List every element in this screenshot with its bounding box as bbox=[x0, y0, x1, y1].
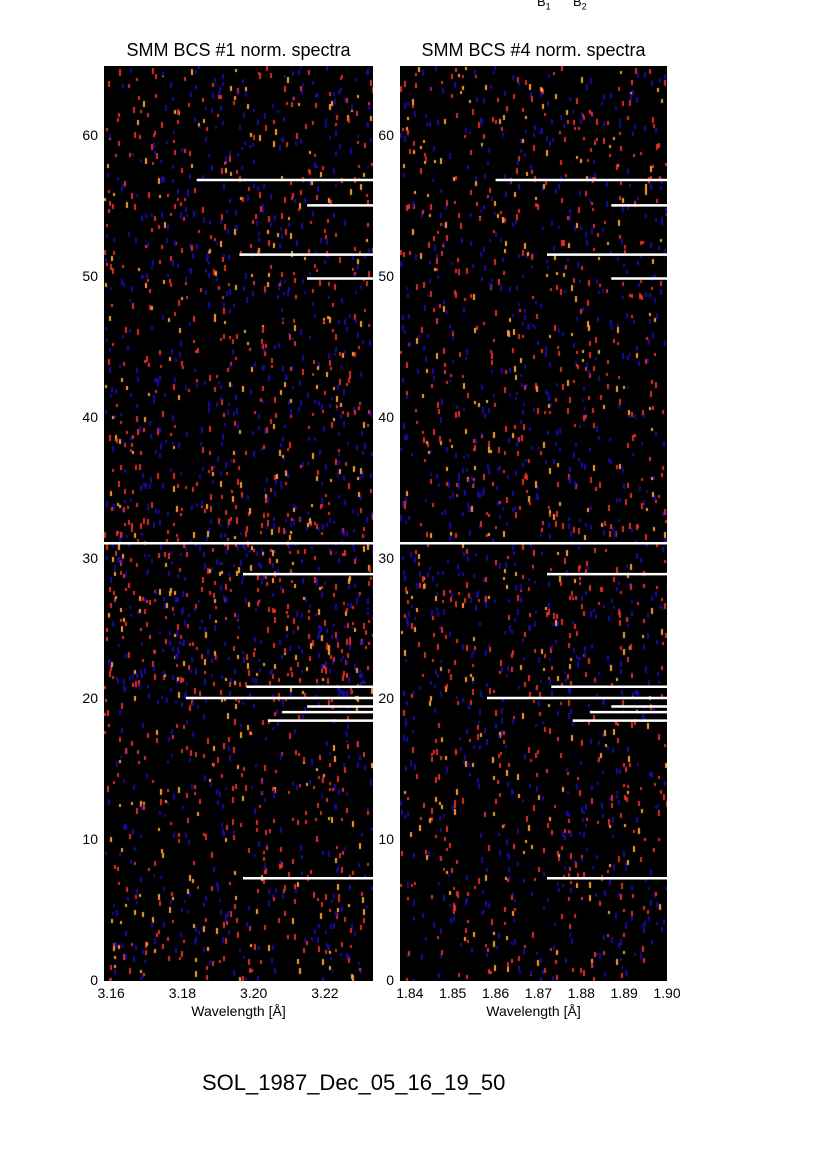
panel-title: SMM BCS #1 norm. spectra bbox=[126, 40, 351, 60]
y-tick-label: 40 bbox=[378, 408, 394, 425]
y-tick-label: 10 bbox=[82, 831, 98, 848]
y-tick-label: 40 bbox=[82, 408, 98, 425]
x-tick-label: 3.22 bbox=[311, 985, 339, 1001]
footer-label: SOL_1987_Dec_05_16_19_50 bbox=[202, 1070, 506, 1095]
x-tick-label: 3.18 bbox=[168, 985, 196, 1001]
x-axis-label: Wavelength [Å] bbox=[191, 1003, 286, 1019]
x-axis-label: Wavelength [Å] bbox=[486, 1003, 581, 1019]
x-tick-label: 1.89 bbox=[610, 985, 638, 1001]
y-tick-label: 0 bbox=[90, 972, 98, 988]
y-tick-label: 20 bbox=[82, 690, 98, 707]
x-tick-label: 1.86 bbox=[481, 985, 510, 1001]
y-tick-label: 50 bbox=[378, 268, 394, 285]
y-tick-label: 0 bbox=[386, 972, 394, 988]
y-tick-label: 10 bbox=[378, 831, 394, 848]
y-tick-label: 30 bbox=[82, 549, 98, 566]
x-tick-label: 3.20 bbox=[240, 985, 268, 1001]
x-tick-label: 3.16 bbox=[97, 985, 125, 1001]
y-tick-label: 60 bbox=[82, 127, 98, 144]
b2-label: B2 bbox=[573, 0, 587, 12]
x-tick-label: 1.84 bbox=[396, 985, 424, 1001]
x-tick-label: 1.90 bbox=[653, 985, 681, 1001]
panel-title: SMM BCS #4 norm. spectra bbox=[421, 40, 646, 60]
y-tick-label: 30 bbox=[378, 549, 394, 566]
x-tick-label: 1.88 bbox=[567, 985, 595, 1001]
x-tick-label: 1.87 bbox=[524, 985, 553, 1001]
x-tick-label: 1.85 bbox=[439, 985, 467, 1001]
y-tick-label: 50 bbox=[82, 268, 98, 285]
heatmap-image bbox=[104, 66, 373, 981]
y-tick-label: 20 bbox=[378, 690, 394, 707]
heatmap-image bbox=[400, 66, 667, 981]
y-tick-label: 60 bbox=[378, 127, 394, 144]
b1-label: B1 bbox=[537, 0, 551, 12]
